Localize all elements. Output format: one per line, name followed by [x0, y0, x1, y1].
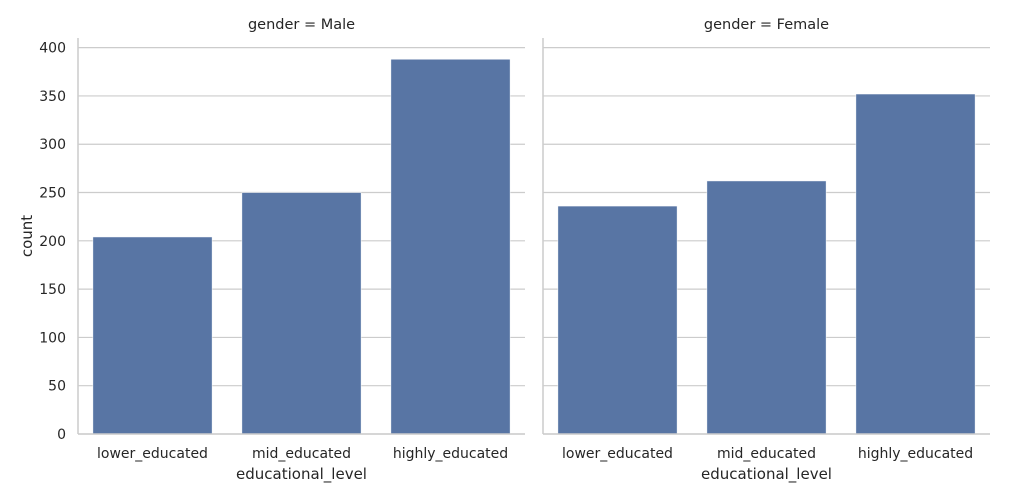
x-tick-label: lower_educated: [562, 446, 673, 462]
y-tick-label: 300: [39, 137, 66, 153]
x-tick-label: mid_educated: [717, 446, 816, 462]
y-axis-label: count: [18, 215, 36, 257]
bar-lower_educated: [557, 205, 678, 435]
y-tick-label: 250: [39, 186, 66, 202]
x-tick-label: lower_educated: [97, 446, 208, 462]
bar-highly_educated: [390, 58, 511, 435]
y-tick-label: 0: [57, 427, 66, 443]
x-tick-label: mid_educated: [252, 446, 351, 462]
bar-lower_educated: [92, 236, 213, 435]
y-tick-label: 100: [39, 330, 66, 346]
y-tick-label: 200: [39, 234, 66, 250]
bar-mid_educated: [241, 192, 362, 435]
y-tick-label: 350: [39, 89, 66, 105]
y-tick-label: 400: [39, 41, 66, 57]
x-axis-label: educational_level: [236, 465, 367, 484]
y-tick-label: 50: [48, 379, 66, 395]
x-axis-label: educational_level: [701, 465, 832, 484]
x-tick-label: highly_educated: [858, 446, 973, 462]
y-tick-label: 150: [39, 282, 66, 298]
bar-mid_educated: [706, 180, 827, 435]
x-tick-label: highly_educated: [393, 446, 508, 462]
bar-highly_educated: [855, 93, 976, 435]
facet-title: gender = Male: [248, 17, 355, 33]
facet-title: gender = Female: [704, 17, 829, 33]
